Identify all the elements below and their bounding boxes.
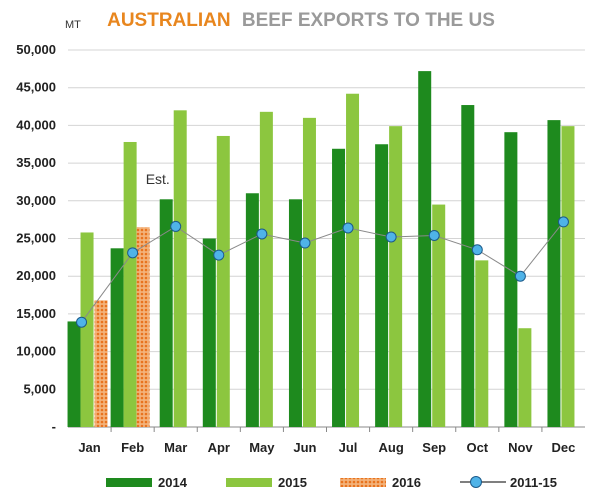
y-axis-unit: MT — [65, 19, 81, 31]
bar-2014-dec — [547, 120, 561, 427]
y-tick-label: 30,000 — [16, 193, 56, 208]
y-tick-label: 25,000 — [16, 231, 56, 246]
annotation-est: Est. — [146, 171, 170, 187]
bar-2015-nov — [518, 328, 532, 427]
chart-title: AUSTRALIAN BEEF EXPORTS TO THE US — [107, 10, 495, 31]
avg-point-jul — [342, 222, 354, 234]
bar-2014-sep — [418, 71, 432, 427]
y-tick-label: - — [52, 419, 56, 434]
bar-2015-jul — [346, 93, 360, 428]
bar-2014-nov — [504, 132, 518, 427]
legend-label-2011-15: 2011-15 — [510, 475, 557, 490]
bar-2014-may — [245, 193, 259, 427]
legend-swatch-2016 — [340, 478, 386, 487]
legend-label-2014: 2014 — [158, 475, 188, 490]
bar-2015-mar — [173, 110, 187, 427]
avg-point-mar — [170, 220, 182, 232]
x-tick-label: Jan — [78, 440, 100, 455]
avg-line-path — [81, 221, 564, 323]
x-tick-label: Apr — [208, 440, 230, 455]
avg-point-nov — [514, 270, 526, 282]
x-axis-ticks: Jan Feb Mar Apr May Jun Jul Aug Sep Oct Nov Dec — [78, 427, 575, 455]
y-tick-label: 45,000 — [16, 80, 56, 95]
bar-2014-jun — [288, 199, 302, 427]
legend-swatch-2014 — [106, 478, 152, 487]
y-tick-label: 15,000 — [16, 306, 56, 321]
bar-2015-oct — [475, 260, 489, 427]
legend-marker-2011-15 — [470, 476, 482, 488]
y-tick-label: 35,000 — [16, 155, 56, 170]
x-tick-label: Nov — [508, 440, 533, 455]
bar-2016-feb — [136, 227, 150, 427]
legend-label-2015: 2015 — [278, 475, 307, 490]
bars — [67, 71, 575, 428]
bar-2015-apr — [216, 135, 230, 427]
chart-title-part1: AUSTRALIAN — [107, 10, 231, 31]
avg-point-jan — [76, 316, 88, 328]
bar-2015-jan — [80, 232, 94, 427]
avg-point-sep — [428, 229, 440, 241]
bar-2014-feb — [110, 248, 124, 427]
x-tick-label: Dec — [552, 440, 576, 455]
y-tick-label: 50,000 — [16, 42, 56, 57]
bar-2015-aug — [389, 126, 403, 428]
avg-point-apr — [213, 249, 225, 261]
bar-2014-apr — [202, 238, 216, 427]
x-tick-label: Jun — [293, 440, 316, 455]
x-tick-label: Aug — [378, 440, 403, 455]
avg-point-dec — [557, 216, 569, 228]
bar-2015-sep — [432, 204, 446, 427]
annotations: Est. — [146, 171, 170, 187]
y-tick-label: 20,000 — [16, 268, 56, 283]
avg-point-oct — [471, 244, 483, 256]
bar-2014-mar — [159, 199, 173, 427]
x-tick-label: Mar — [164, 440, 187, 455]
x-tick-label: Jul — [339, 440, 358, 455]
avg-line — [76, 216, 569, 328]
legend: 2014 2015 2016 2011-15 — [106, 475, 557, 490]
y-tick-label: 10,000 — [16, 344, 56, 359]
avg-point-may — [256, 228, 268, 240]
x-tick-label: Sep — [422, 440, 446, 455]
bar-2016-jan — [94, 300, 108, 427]
y-axis-ticks: - 5,000 10,000 15,000 20,000 25,000 30,000 35,0… — [16, 42, 56, 434]
bar-2015-feb — [123, 141, 137, 427]
bar-2014-oct — [461, 105, 475, 428]
y-tick-label: 40,000 — [16, 117, 56, 132]
bar-2015-may — [259, 111, 273, 427]
x-tick-label: Oct — [466, 440, 488, 455]
grid-lines — [68, 49, 585, 428]
x-tick-label: Feb — [121, 440, 144, 455]
y-tick-label: 5,000 — [23, 381, 56, 396]
avg-point-aug — [385, 231, 397, 243]
bar-2014-jan — [67, 321, 81, 427]
bar-2015-dec — [561, 126, 575, 428]
chart-title-part2: BEEF EXPORTS TO THE US — [242, 10, 495, 31]
avg-point-jun — [299, 237, 311, 249]
bar-2015-jun — [302, 117, 316, 428]
legend-swatch-2015 — [226, 478, 272, 487]
bar-2014-aug — [375, 144, 389, 427]
bar-2014-jul — [332, 148, 346, 428]
x-tick-label: May — [249, 440, 275, 455]
avg-point-feb — [127, 247, 139, 259]
legend-label-2016: 2016 — [392, 475, 421, 490]
